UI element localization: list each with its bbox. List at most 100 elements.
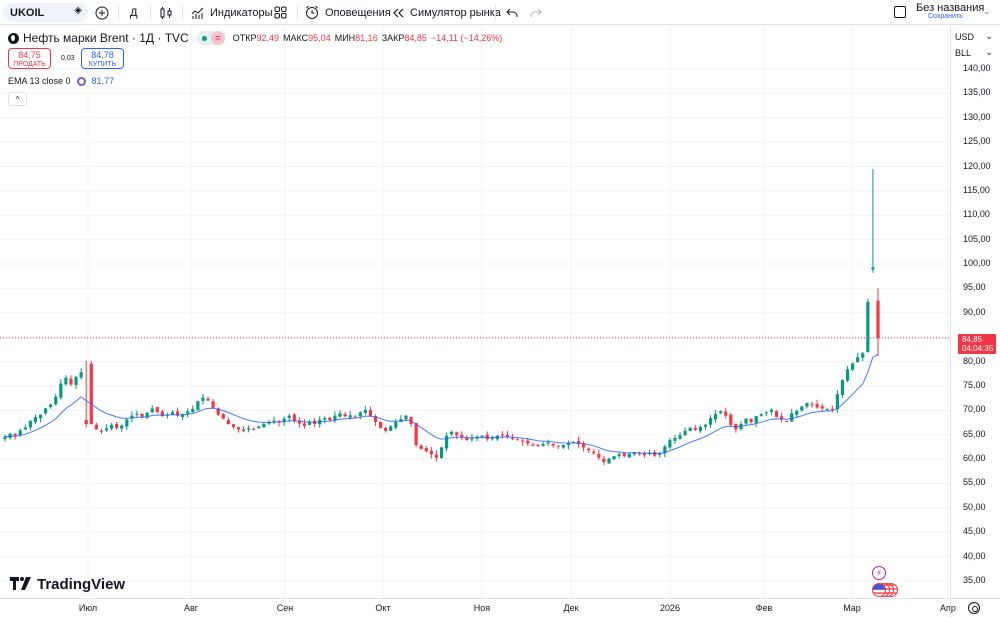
series-legend: Нефть марки Brent · 1Д · TVC = ОТКР92,49… — [8, 31, 502, 45]
ohlc-low-value: 81,16 — [355, 33, 378, 43]
chevron-down-icon[interactable]: ⌄ — [983, 6, 991, 16]
lightning-event-icon[interactable]: ⚡ — [872, 566, 886, 580]
redo-button[interactable] — [530, 4, 542, 21]
undo-icon — [506, 8, 518, 17]
buy-label: КУПИТЬ — [88, 61, 117, 68]
interval-label: Д — [130, 6, 138, 19]
ohlc-close-key: ЗАКР — [381, 33, 405, 43]
sell-label: ПРОДАТЬ — [13, 61, 46, 68]
ohlc-values: ОТКР92,49 МАКС95,04 МИН81,16 ЗАКР84,85 −… — [233, 33, 503, 43]
spread-value: 0,03 — [61, 55, 75, 62]
ohlc-low-key: МИН — [334, 33, 356, 43]
alert-clock-icon — [306, 5, 318, 19]
economic-events-flags[interactable] — [872, 583, 902, 597]
price-tick-label: 65,00 — [963, 428, 986, 439]
time-tick-label: Сен — [276, 603, 294, 613]
price-tick-label: 110,00 — [963, 209, 990, 220]
price-tick-label: 90,00 — [963, 306, 986, 317]
price-tick-label: 50,00 — [963, 501, 986, 512]
time-tick-label: Апр — [940, 603, 956, 613]
undo-button[interactable] — [506, 4, 518, 21]
time-tick-label: Июл — [78, 603, 98, 613]
time-tick-label: Ноя — [473, 603, 491, 613]
chevron-down-icon: ⌄ — [985, 47, 993, 57]
currency-select[interactable]: USD ⌄ — [953, 29, 997, 44]
currency-value: USD — [955, 31, 975, 42]
ema-label: EMA 13 close 0 — [8, 76, 71, 86]
time-axis[interactable]: Июл Авг Сен Окт Ноя Дек 2026 Фев Мар Апр — [0, 598, 956, 617]
time-tick-label: 2026 — [659, 603, 681, 613]
sell-price: 84,75 — [18, 50, 41, 60]
price-tick-label: 70,00 — [963, 404, 986, 415]
replay-button[interactable]: Симулятор рынка — [392, 4, 501, 21]
add-compare-button[interactable] — [95, 4, 109, 21]
candles-style-icon — [160, 6, 172, 19]
price-tick-label: 130,00 — [963, 111, 991, 122]
interval-button[interactable]: Д — [130, 4, 137, 21]
price-tick-label: 100,00 — [963, 258, 991, 269]
templates-button[interactable] — [274, 4, 287, 21]
chevron-up-icon: ^ — [15, 94, 20, 104]
indicators-button[interactable]: Индикаторы — [191, 4, 273, 21]
ohlc-open-value: 92,49 — [256, 33, 280, 43]
replay-label: Симулятор рынка — [410, 6, 501, 19]
layout-name[interactable]: Без названия — [916, 2, 985, 14]
add-compare-icon — [95, 6, 109, 19]
redo-icon — [530, 8, 542, 17]
symbol-label: UKOIL — [10, 6, 45, 19]
ema-value: 81,77 — [91, 76, 115, 86]
top-toolbar: UKOIL ◈ Д Индикаторы Оповещения Симулято… — [0, 0, 1000, 25]
price-tick-label: 105,00 — [963, 233, 991, 244]
ohlc-high-value: 95,04 — [308, 33, 331, 43]
price-chart[interactable] — [0, 26, 950, 598]
price-tick-label: 75,00 — [963, 379, 986, 390]
chevron-down-icon: ⌄ — [985, 31, 993, 41]
indicators-label: Индикаторы — [210, 6, 273, 19]
price-tick-label: 120,00 — [963, 160, 991, 171]
watchlist-icon[interactable]: ◈ — [74, 5, 82, 16]
toolbar-divider — [182, 5, 183, 20]
price-tick-label: 55,00 — [963, 477, 986, 488]
series-title[interactable]: Нефть марки Brent · 1Д · TVC — [23, 31, 189, 45]
chart-style-button[interactable] — [159, 4, 173, 21]
ohlc-open-key: ОТКР — [232, 33, 257, 43]
toolbar-divider — [150, 5, 151, 20]
toolbar-divider — [495, 5, 496, 20]
price-tick-label: 60,00 — [963, 453, 986, 464]
price-axis[interactable]: USD ⌄ BLL ⌄ 140,00 135,00 130,00 125,00 120,00… — [950, 26, 1000, 598]
chart-pane[interactable] — [0, 26, 950, 598]
last-price-value: 84,85 — [962, 335, 983, 344]
buy-price: 84,78 — [91, 50, 114, 60]
market-open-dot-icon — [201, 35, 207, 41]
price-tick-label: 95,00 — [963, 282, 986, 293]
ema-loading-icon — [76, 76, 86, 86]
market-status-badge[interactable]: = — [196, 31, 225, 45]
price-tick-label: 115,00 — [963, 184, 990, 195]
time-tick-label: Фев — [755, 603, 773, 613]
symbol-search-button[interactable]: UKOIL ◈ — [3, 3, 88, 22]
collapse-legend-button[interactable]: ^ — [8, 92, 27, 106]
unit-value: BLL — [955, 47, 972, 58]
alerts-label: Оповещения — [325, 6, 391, 19]
layout-save-link[interactable]: Сохранить — [928, 13, 963, 20]
time-tick-label: Мар — [843, 603, 861, 613]
ohlc-change-value: −14,11 (−14,26%) — [430, 33, 503, 43]
buy-button[interactable]: 84,78 КУПИТЬ — [81, 48, 124, 69]
layout-checkbox-icon[interactable] — [894, 6, 906, 18]
tradingview-logo[interactable]: TradingView — [10, 576, 125, 593]
last-price-label: 84,85 04:04:35 — [958, 334, 996, 354]
price-tick-label: 140,00 — [963, 63, 991, 73]
ema-indicator-legend[interactable]: EMA 13 close 0 81,77 — [8, 76, 114, 86]
unit-select[interactable]: BLL ⌄ — [953, 45, 997, 60]
alerts-button[interactable]: Оповещения — [305, 4, 391, 21]
symbol-logo-icon — [8, 32, 19, 44]
settings-gear-icon[interactable] — [968, 602, 980, 614]
data-status-icon: = — [210, 31, 225, 45]
time-tick-label: Окт — [375, 603, 391, 613]
sell-button[interactable]: 84,75 ПРОДАТЬ — [8, 48, 51, 69]
price-tick-label: 40,00 — [963, 550, 986, 561]
tradingview-mark-icon — [10, 576, 32, 593]
toolbar-divider — [297, 5, 298, 20]
price-tick-label: 135,00 — [963, 87, 991, 98]
time-tick-label: Авг — [183, 603, 199, 613]
